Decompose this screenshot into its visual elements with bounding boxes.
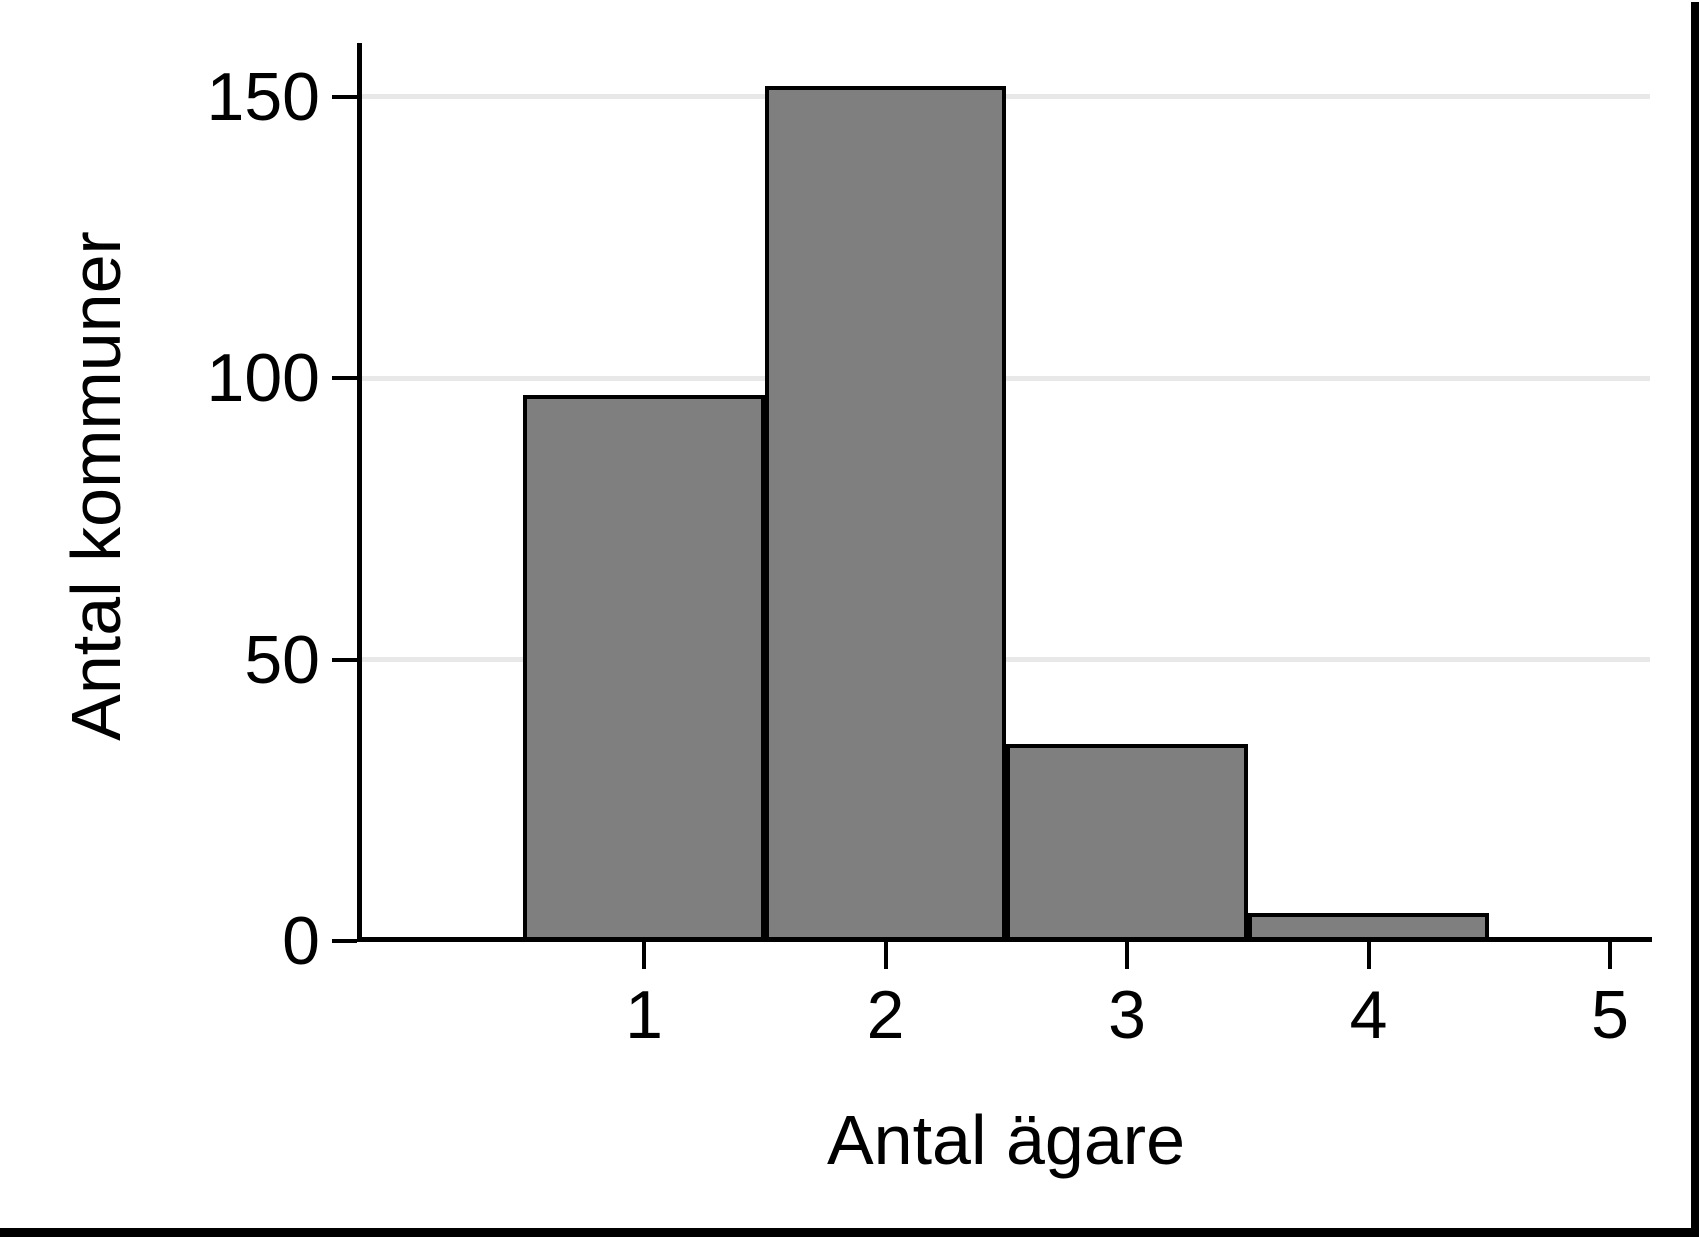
histogram-bar xyxy=(1006,744,1248,941)
x-tick xyxy=(1366,942,1371,969)
x-tick-label: 3 xyxy=(1108,977,1146,1053)
x-tick-label: 1 xyxy=(625,977,663,1053)
y-tick xyxy=(332,657,357,662)
y-tick-label: 50 xyxy=(244,621,320,698)
y-tick-label: 0 xyxy=(282,903,320,979)
x-tick xyxy=(1608,942,1612,969)
histogram-bar xyxy=(523,395,765,941)
x-axis-title: Antal ägare xyxy=(826,1101,1186,1179)
y-tick xyxy=(332,94,357,99)
y-axis-line xyxy=(357,43,362,942)
x-tick-label: 2 xyxy=(866,977,905,1053)
y-tick xyxy=(332,376,357,381)
x-tick xyxy=(1125,942,1129,969)
right-edge-strip xyxy=(1691,2,1699,1237)
x-tick xyxy=(883,942,888,969)
y-tick-label: 100 xyxy=(206,340,320,417)
x-tick-label: 5 xyxy=(1591,977,1629,1053)
y-tick xyxy=(332,939,357,943)
x-tick xyxy=(642,942,646,969)
x-tick-label: 4 xyxy=(1349,977,1388,1053)
y-tick-label: 150 xyxy=(206,58,320,135)
histogram-bar xyxy=(764,85,1007,941)
y-axis-title: Antal kommuner xyxy=(57,231,135,741)
x-axis-line xyxy=(357,937,1652,942)
bottom-edge-strip xyxy=(0,1228,1699,1237)
